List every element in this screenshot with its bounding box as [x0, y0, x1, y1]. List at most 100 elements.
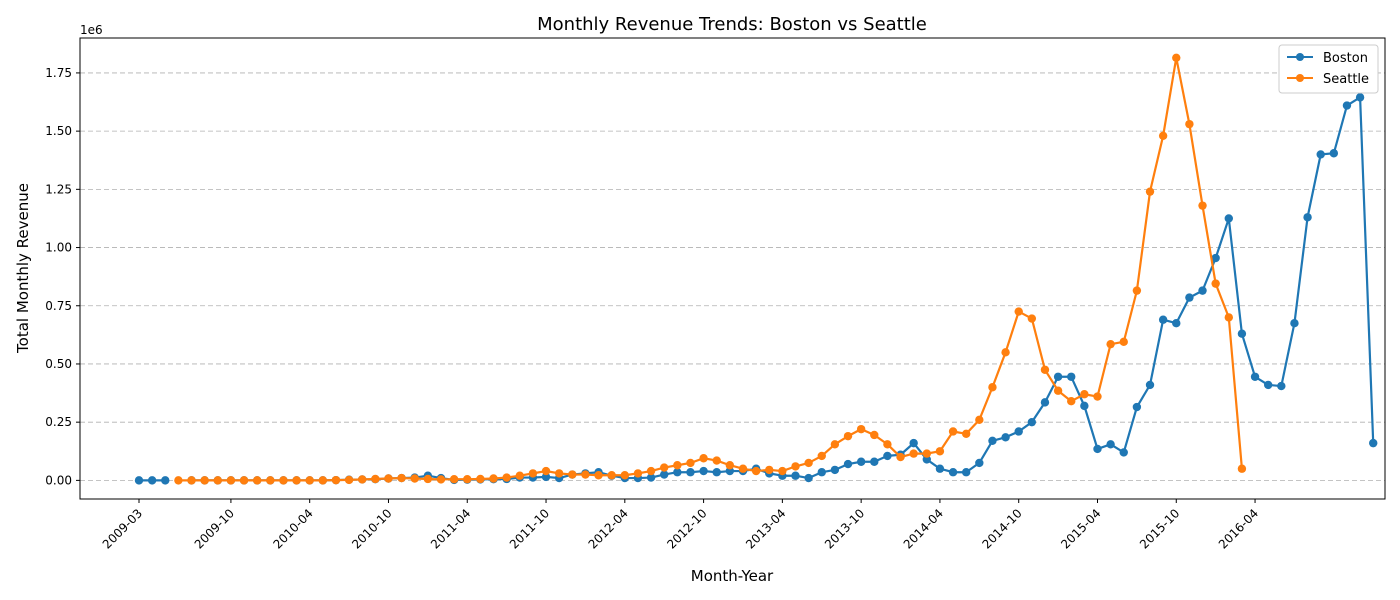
data-point-seattle [804, 458, 813, 468]
data-point-seattle [712, 456, 721, 465]
data-point-seattle [279, 476, 288, 485]
data-point-boston [909, 438, 918, 448]
data-point-seattle [213, 476, 222, 485]
data-point-seattle [1172, 53, 1181, 62]
y-tick-label: 0.50 [45, 357, 72, 371]
data-point-seattle [620, 471, 630, 480]
data-point-boston [1119, 448, 1128, 457]
data-point-seattle [1040, 365, 1050, 374]
data-point-seattle [1198, 201, 1207, 210]
data-point-seattle [528, 469, 538, 478]
data-point-boston [1250, 372, 1260, 381]
data-point-seattle [554, 469, 564, 478]
data-point-seattle [817, 451, 826, 461]
data-point-boston [1172, 319, 1181, 328]
data-point-seattle [476, 474, 485, 484]
data-point-boston [1093, 444, 1102, 454]
data-point-seattle [922, 449, 931, 458]
data-point-boston [1224, 214, 1233, 223]
data-point-seattle [1145, 187, 1155, 196]
data-point-boston [134, 476, 144, 485]
data-point-seattle [791, 462, 800, 471]
data-point-boston [541, 472, 551, 482]
data-point-boston [1237, 329, 1247, 338]
data-point-seattle [1093, 392, 1102, 401]
data-point-seattle [843, 431, 853, 441]
data-point-seattle [174, 476, 183, 485]
data-point-seattle [568, 470, 577, 479]
data-point-seattle [594, 471, 603, 480]
data-point-boston [961, 468, 971, 477]
data-point-boston [1080, 401, 1089, 411]
data-point-seattle [1185, 119, 1194, 129]
legend-label-seattle: Seattle [1323, 72, 1369, 87]
data-point-boston [935, 464, 945, 473]
chart-title: Monthly Revenue Trends: Boston vs Seattl… [537, 14, 927, 35]
data-point-seattle [660, 463, 669, 472]
data-point-seattle [463, 475, 472, 484]
y-tick-label: 1.00 [45, 241, 72, 255]
data-point-seattle [515, 471, 524, 480]
data-point-seattle [896, 452, 905, 462]
data-point-boston [660, 470, 669, 479]
data-point-boston [870, 457, 879, 466]
data-point-seattle [423, 474, 433, 484]
data-point-seattle [961, 429, 971, 439]
data-point-boston [1303, 213, 1312, 222]
data-point-seattle [686, 458, 695, 468]
data-point-seattle [502, 473, 511, 482]
data-point-seattle [344, 475, 354, 485]
data-point-boston [147, 476, 157, 485]
y-offset-label: 1e6 [80, 23, 103, 37]
data-point-seattle [1027, 314, 1037, 323]
data-point-seattle [1132, 286, 1142, 295]
data-point-seattle [988, 383, 997, 392]
data-point-seattle [305, 476, 314, 485]
data-point-boston [1290, 319, 1299, 328]
data-point-seattle [633, 469, 643, 478]
data-point-seattle [1067, 397, 1076, 406]
data-point-boston [1106, 440, 1115, 449]
data-point-boston [856, 457, 866, 466]
data-point-seattle [607, 471, 616, 480]
data-point-seattle [870, 430, 879, 440]
data-point-boston [646, 473, 656, 482]
series-line-seattle [178, 56, 1244, 482]
data-point-boston [1355, 93, 1365, 102]
data-point-boston [1040, 398, 1050, 407]
data-point-boston [1263, 380, 1273, 390]
data-point-seattle [1211, 279, 1220, 288]
data-point-boston [1329, 149, 1339, 158]
data-point-seattle [1001, 348, 1010, 357]
data-point-seattle [751, 466, 761, 476]
data-point-seattle [856, 424, 866, 434]
data-point-seattle [318, 476, 328, 485]
data-point-seattle [449, 475, 459, 484]
data-point-seattle [226, 476, 236, 485]
data-point-seattle [358, 475, 367, 484]
series-layer [134, 53, 1378, 485]
data-point-boston [1027, 417, 1037, 427]
data-point-boston [1185, 293, 1194, 302]
data-point-seattle [699, 454, 708, 463]
data-point-boston [1211, 253, 1220, 263]
data-point-seattle [1014, 307, 1023, 316]
data-point-seattle [1053, 386, 1063, 395]
data-point-seattle [331, 475, 341, 485]
legend-label-boston: Boston [1323, 51, 1368, 66]
data-point-boston [1067, 372, 1076, 381]
data-point-seattle [725, 461, 735, 470]
data-point-boston [673, 468, 682, 477]
data-point-boston [804, 473, 813, 483]
data-point-boston [161, 476, 170, 485]
data-point-seattle [1224, 313, 1233, 322]
data-point-seattle [252, 476, 262, 485]
data-point-seattle [738, 464, 748, 473]
data-point-boston [1198, 286, 1207, 295]
data-point-boston [922, 455, 931, 464]
data-point-seattle [384, 474, 393, 483]
plot-frame [79, 37, 1386, 500]
data-point-boston [725, 466, 735, 476]
data-point-boston [1053, 372, 1063, 381]
y-tick-label: 0.75 [45, 299, 72, 313]
